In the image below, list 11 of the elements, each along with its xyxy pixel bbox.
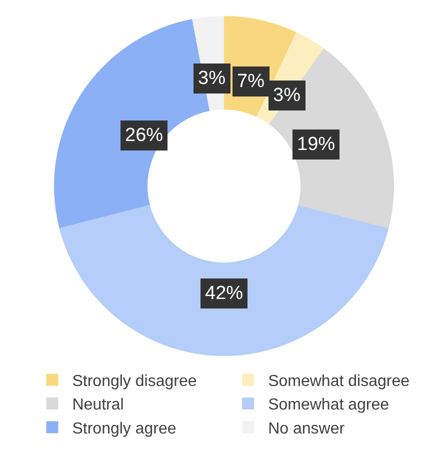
legend-label: Strongly agree (72, 420, 176, 438)
data-label: 7% (237, 71, 265, 92)
legend-label: No answer (268, 420, 346, 438)
legend-label: Somewhat disagree (268, 372, 410, 390)
data-label: 3% (273, 85, 301, 106)
legend-label: Strongly disagree (72, 372, 197, 390)
data-label: 42% (205, 283, 244, 304)
data-label: 3% (198, 68, 226, 89)
data-label: 26% (125, 125, 164, 146)
donut-slice (59, 205, 389, 356)
data-label: 19% (297, 134, 336, 155)
